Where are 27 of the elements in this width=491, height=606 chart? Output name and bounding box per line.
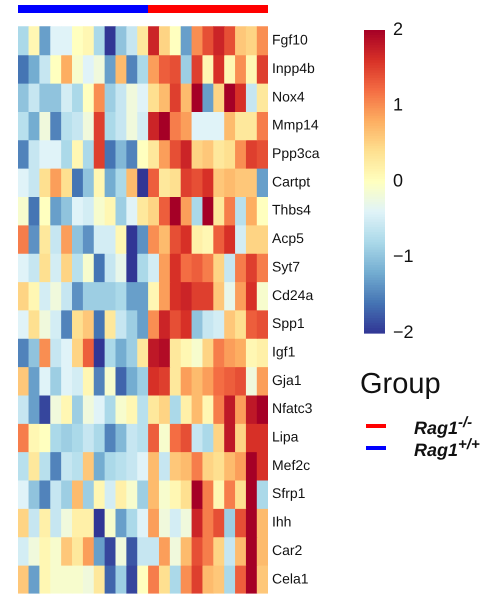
- y-tick-label: Fgf10: [272, 32, 308, 48]
- color-bar-label: 0: [393, 170, 404, 190]
- y-tick-label: Igf1: [272, 343, 296, 360]
- y-tick-label: Ihh: [272, 514, 292, 530]
- legend-title: Group: [360, 368, 442, 401]
- y-tick-label: Cela1: [272, 570, 309, 586]
- y-tick-label: Spp1: [272, 315, 305, 332]
- color-bar-label: −1: [393, 246, 414, 266]
- y-tick-label: Thbs4: [272, 202, 312, 218]
- y-tick-label: Sfrp1: [272, 485, 306, 502]
- y-tick-label: Car2: [272, 542, 303, 558]
- y-tick-label: Acp5: [272, 230, 304, 246]
- y-tick-label: Mef2c: [272, 456, 310, 473]
- color-bar-label: −2: [393, 322, 414, 342]
- y-tick-label: Inpp4b: [272, 60, 316, 76]
- y-tick-label: Cartpt: [272, 173, 310, 190]
- y-tick-label: Lipa: [272, 428, 299, 445]
- color-bar-label: 2: [393, 18, 404, 39]
- text: Rag1$^{-/-}$: [414, 414, 472, 438]
- y-tick-label: Ppp3ca: [272, 145, 320, 162]
- y-tick-label: Gja1: [272, 372, 302, 388]
- color-bar-label: 1: [393, 94, 404, 115]
- y-tick-label: Cd24a: [272, 286, 314, 303]
- y-tick-label: Nfatc3: [272, 400, 313, 416]
- y-tick-label: Mmp14: [272, 116, 319, 133]
- y-tick-label: Nox4: [272, 88, 305, 104]
- y-tick-label: Syt7: [272, 258, 300, 274]
